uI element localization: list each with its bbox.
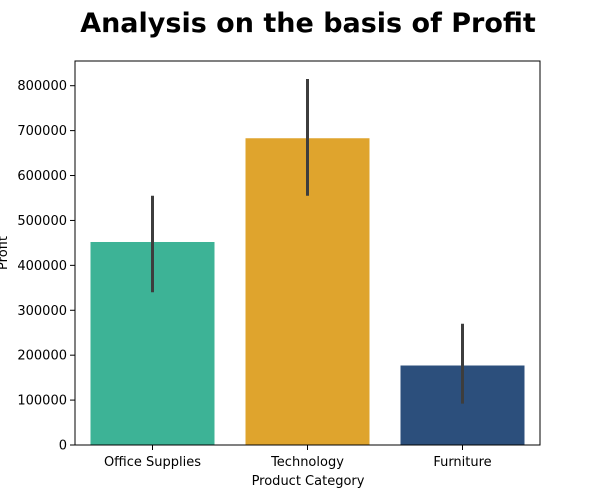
y-tick-label-1: 100000	[17, 394, 67, 409]
y-tick-label-2: 200000	[17, 349, 67, 364]
y-tick-label-5: 500000	[17, 214, 67, 229]
y-tick-label-8: 800000	[17, 79, 67, 94]
y-tick-label-6: 600000	[17, 169, 67, 184]
y-tick-label-3: 300000	[17, 304, 67, 319]
x-tick-label-0: Office Supplies	[104, 455, 201, 470]
y-tick-label-7: 700000	[17, 124, 67, 139]
chart-title: Analysis on the basis of Profit	[80, 8, 536, 39]
x-axis-label: Product Category	[252, 474, 365, 489]
y-tick-label-4: 400000	[17, 259, 67, 274]
plot-area: 0 100000 200000 300000 400000 500000 600000 700…	[17, 60, 541, 470]
y-tick-label-0: 0	[59, 439, 67, 454]
x-tick-label-1: Technology	[270, 455, 344, 470]
x-tick-label-2: Furniture	[433, 455, 491, 470]
y-axis-label: Profit	[0, 236, 11, 270]
